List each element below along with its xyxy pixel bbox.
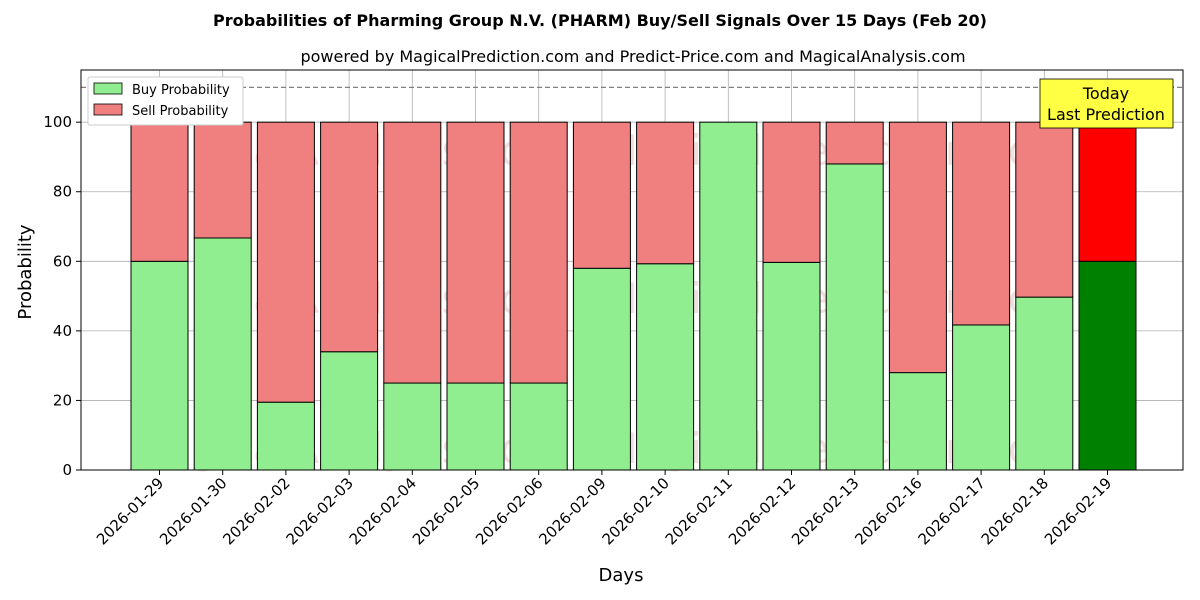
bar-buy [446, 382, 505, 471]
bar-buy [762, 261, 821, 471]
legend: Buy Probability Sell Probability [87, 76, 244, 126]
x-tick-label: 2026-02-02 [219, 474, 293, 548]
bar-sell [320, 121, 379, 353]
y-tick-label: 100 [43, 113, 72, 131]
x-tick-label: 2026-02-06 [472, 474, 546, 548]
bar-sell [130, 121, 189, 262]
chart-title: Probabilities of Pharming Group N.V. (PH… [213, 11, 987, 30]
bar-buy [320, 351, 379, 471]
bar-buy [193, 237, 252, 471]
bar-buy [256, 401, 315, 471]
bar-sell [825, 121, 884, 165]
x-tick-label: 2026-02-19 [1041, 474, 1115, 548]
x-tick-label: 2026-02-11 [662, 474, 736, 548]
legend-frame [87, 76, 244, 126]
bar-buy [130, 260, 189, 471]
bar-buy [699, 121, 758, 471]
legend-label-buy: Buy Probability [132, 83, 230, 98]
bar-sell [1078, 121, 1137, 262]
plot-frame [80, 69, 1184, 471]
x-tick-label: 2026-02-17 [915, 474, 989, 548]
legend-label-sell: Sell Probability [132, 104, 229, 119]
y-axis-label: Probability [15, 224, 36, 319]
bar-buy [1078, 260, 1137, 471]
bar-sell [256, 121, 315, 403]
bar-sell [572, 121, 631, 269]
chart-subtitle: powered by MagicalPrediction.com and Pre… [300, 47, 965, 66]
bar-sell [1015, 121, 1074, 298]
bar-sell [636, 121, 695, 265]
bar-buy [888, 372, 947, 471]
y-tick-label: 80 [53, 183, 72, 201]
bar-buy [825, 163, 884, 471]
bar-sell [446, 121, 505, 384]
bar-sell [952, 121, 1011, 326]
bar-buy [636, 263, 695, 471]
x-tick-label: 2026-02-03 [283, 474, 357, 548]
y-tick-label: 60 [53, 252, 72, 270]
x-tick-label: 2026-01-30 [156, 474, 230, 548]
x-axis-ticks: 2026-01-292026-01-302026-02-022026-02-03… [93, 470, 1115, 548]
bar-sell [509, 121, 568, 384]
annotation-line-2: Last Prediction [1047, 105, 1165, 124]
today-annotation: Today Last Prediction [1039, 78, 1174, 129]
bar-sell [193, 121, 252, 239]
bar-buy [383, 382, 442, 471]
x-tick-label: 2026-02-05 [409, 474, 483, 548]
legend-swatch-sell [93, 103, 123, 116]
bar-sell [383, 121, 442, 384]
y-tick-label: 0 [62, 461, 72, 479]
x-tick-label: 2026-02-09 [535, 474, 609, 548]
x-tick-label: 2026-02-16 [851, 474, 925, 548]
x-tick-label: 2026-02-12 [725, 474, 799, 548]
annotation-box [1039, 78, 1174, 129]
y-axis-ticks: 0 20 40 60 80 100 [43, 113, 81, 479]
y-tick-label: 40 [53, 322, 72, 340]
bar-sell [888, 121, 947, 374]
legend-swatch-buy [93, 82, 123, 95]
bars [130, 121, 1137, 471]
x-axis-label: Days [599, 565, 644, 586]
bar-buy [1015, 296, 1074, 471]
x-tick-label: 2026-02-13 [788, 474, 862, 548]
bar-buy [572, 267, 631, 471]
x-tick-label: 2026-02-04 [346, 474, 420, 548]
x-tick-label: 2026-01-29 [93, 474, 167, 548]
x-tick-label: 2026-02-18 [978, 474, 1052, 548]
x-tick-label: 2026-02-10 [599, 474, 673, 548]
y-tick-label: 20 [53, 391, 72, 409]
annotation-line-1: Today [1082, 84, 1129, 103]
bar-sell [762, 121, 821, 263]
bar-buy [509, 382, 568, 471]
bar-buy [952, 324, 1011, 471]
